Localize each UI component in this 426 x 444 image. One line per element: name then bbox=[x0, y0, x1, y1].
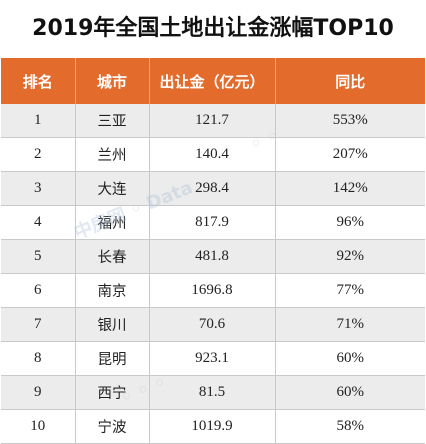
amount-cell: 817.9 bbox=[149, 205, 276, 240]
amount-cell: 121.7 bbox=[149, 104, 276, 138]
amount-cell: 140.4 bbox=[149, 137, 276, 172]
table-row: 3 大连 298.4 142% bbox=[1, 171, 425, 206]
city-cell: 南京 bbox=[75, 273, 150, 308]
table-row: 2 兰州 140.4 207% bbox=[1, 137, 425, 172]
rank-cell: 4 bbox=[1, 205, 76, 240]
yoy-cell: 96% bbox=[275, 205, 425, 240]
city-cell: 长春 bbox=[75, 239, 150, 274]
ranking-table: 排名 城市 出让金（亿元） 同比 1 三亚 121.7 553% 2 兰州 140.4 207… bbox=[1, 58, 425, 444]
chart-title: 2019年全国土地出让金涨幅TOP10 bbox=[32, 16, 394, 41]
city-cell: 三亚 bbox=[75, 104, 150, 138]
yoy-cell: 60% bbox=[275, 375, 425, 410]
amount-cell: 1696.8 bbox=[149, 273, 276, 308]
table-header-row: 排名 城市 出让金（亿元） 同比 bbox=[1, 58, 425, 104]
rank-cell: 3 bbox=[1, 171, 76, 206]
amount-cell: 81.5 bbox=[149, 375, 276, 410]
rank-cell: 9 bbox=[1, 375, 76, 410]
yoy-cell: 207% bbox=[275, 137, 425, 172]
amount-cell: 70.6 bbox=[149, 307, 276, 342]
yoy-cell: 58% bbox=[275, 409, 425, 444]
table-row: 10 宁波 1019.9 58% bbox=[1, 409, 425, 444]
rank-cell: 8 bbox=[1, 341, 76, 376]
table-body: 1 三亚 121.7 553% 2 兰州 140.4 207% 3 大连 298.4 142% 4 福州 8… bbox=[1, 104, 425, 444]
table-row: 5 长春 481.8 92% bbox=[1, 239, 425, 274]
table-row: 4 福州 817.9 96% bbox=[1, 205, 425, 240]
rank-cell: 7 bbox=[1, 307, 76, 342]
column-header-rank: 排名 bbox=[1, 58, 76, 104]
rank-cell: 1 bbox=[1, 104, 76, 138]
table-row: 6 南京 1696.8 77% bbox=[1, 273, 425, 308]
city-cell: 福州 bbox=[75, 205, 150, 240]
yoy-cell: 71% bbox=[275, 307, 425, 342]
yoy-cell: 60% bbox=[275, 341, 425, 376]
yoy-cell: 142% bbox=[275, 171, 425, 206]
column-header-amount: 出让金（亿元） bbox=[149, 58, 276, 104]
yoy-cell: 553% bbox=[275, 104, 425, 138]
city-cell: 大连 bbox=[75, 171, 150, 206]
yoy-cell: 77% bbox=[275, 273, 425, 308]
rank-cell: 6 bbox=[1, 273, 76, 308]
table-row: 9 西宁 81.5 60% bbox=[1, 375, 425, 410]
column-header-city: 城市 bbox=[75, 58, 150, 104]
table-row: 1 三亚 121.7 553% bbox=[1, 104, 425, 138]
amount-cell: 481.8 bbox=[149, 239, 276, 274]
amount-cell: 298.4 bbox=[149, 171, 276, 206]
table-row: 7 银川 70.6 71% bbox=[1, 307, 425, 342]
city-cell: 兰州 bbox=[75, 137, 150, 172]
city-cell: 银川 bbox=[75, 307, 150, 342]
city-cell: 宁波 bbox=[75, 409, 150, 444]
city-cell: 昆明 bbox=[75, 341, 150, 376]
rank-cell: 10 bbox=[1, 409, 76, 444]
city-cell: 西宁 bbox=[75, 375, 150, 410]
rank-cell: 5 bbox=[1, 239, 76, 274]
table-row: 8 昆明 923.1 60% bbox=[1, 341, 425, 376]
amount-cell: 923.1 bbox=[149, 341, 276, 376]
yoy-cell: 92% bbox=[275, 239, 425, 274]
rank-cell: 2 bbox=[1, 137, 76, 172]
column-header-yoy: 同比 bbox=[275, 58, 425, 104]
amount-cell: 1019.9 bbox=[149, 409, 276, 444]
